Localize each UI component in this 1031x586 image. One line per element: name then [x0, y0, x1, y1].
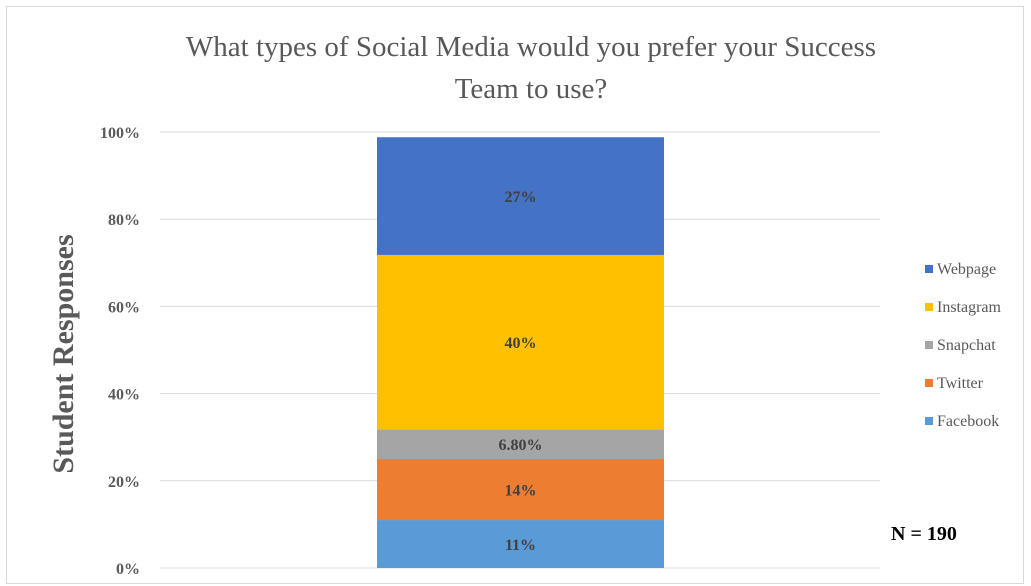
legend-label-facebook: Facebook	[937, 413, 999, 430]
bar-segment-instagram	[377, 254, 664, 430]
data-label-instagram: 40%	[505, 335, 537, 352]
legend-swatch-facebook	[925, 417, 933, 425]
chart-title-line-1: What types of Social Media would you pre…	[186, 31, 876, 63]
data-label-twitter: 14%	[505, 483, 537, 500]
legend-label-snapchat: Snapchat	[937, 337, 996, 354]
data-label-snapchat: 6.80%	[499, 437, 543, 454]
chart-title: What types of Social Media would you pre…	[186, 31, 876, 105]
sample-size-note: N = 190	[891, 523, 957, 545]
y-tick-label: 80%	[108, 212, 140, 229]
legend-label-instagram: Instagram	[937, 299, 1002, 316]
legend-swatch-webpage	[925, 265, 933, 273]
chart-title-line-2: Team to use?	[455, 73, 608, 105]
y-tick-label: 0%	[116, 561, 140, 578]
bar-segment-webpage	[377, 137, 664, 255]
bar-segment-snapchat	[377, 429, 664, 459]
legend-label-webpage: Webpage	[937, 261, 996, 278]
data-label-webpage: 27%	[505, 189, 537, 206]
y-tick-label: 40%	[108, 387, 140, 404]
y-tick-label: 100%	[100, 125, 140, 142]
data-label-facebook: 11%	[505, 537, 536, 554]
data-labels: 11% 14% 6.80% 40% 27%	[499, 189, 543, 554]
y-tick-label: 60%	[108, 299, 140, 316]
bar-segment-facebook	[377, 520, 664, 568]
bar-segments	[377, 137, 664, 568]
legend-swatch-twitter	[925, 379, 933, 387]
legend-swatch-instagram	[925, 303, 933, 311]
legend-label-twitter: Twitter	[937, 375, 984, 392]
y-axis-label: Student Responses	[47, 234, 80, 473]
legend-swatch-snapchat	[925, 341, 933, 349]
bar-segment-twitter	[377, 459, 664, 521]
legend: Webpage Instagram Snapchat Twitter Facebook	[925, 261, 1002, 430]
y-tick-label: 20%	[108, 474, 140, 491]
y-axis-ticks: 0% 20% 40% 60% 80% 100%	[100, 125, 140, 578]
